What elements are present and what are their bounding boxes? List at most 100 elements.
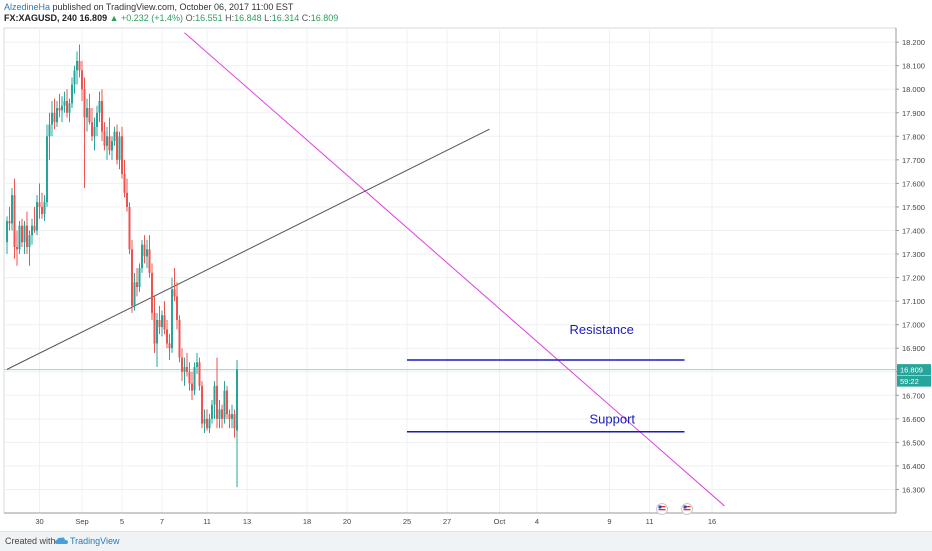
low-label: L: — [264, 13, 272, 23]
x-tick-label: 30 — [35, 517, 43, 526]
x-tick-label: 9 — [607, 517, 611, 526]
candle-body — [96, 112, 98, 127]
candle-body — [78, 60, 81, 71]
trend-lines[interactable] — [6, 32, 725, 507]
candle-body — [143, 244, 146, 257]
open-value: 16.551 — [195, 13, 223, 23]
candle-body — [41, 206, 43, 214]
candles — [6, 44, 238, 488]
y-tick-label: 16.900 — [902, 344, 925, 353]
candle-body — [36, 202, 38, 231]
chart-header: AlzedineHa published on TradingView.com,… — [4, 2, 338, 24]
close-value: 16.809 — [310, 13, 339, 23]
candle-body — [218, 409, 221, 419]
x-tick-label: 18 — [303, 517, 311, 526]
candle-body — [126, 192, 128, 207]
candle-body — [11, 195, 13, 224]
y-tick-label: 16.700 — [902, 391, 925, 400]
candle-body — [171, 289, 173, 349]
y-tick-label: 17.000 — [902, 321, 925, 330]
y-tick-label: 17.900 — [902, 109, 925, 118]
candle-body — [61, 105, 63, 111]
x-tick-label: 5 — [120, 517, 124, 526]
y-tick-label: 17.700 — [902, 156, 925, 165]
y-tick-label: 18.000 — [902, 85, 925, 94]
candle-body — [98, 100, 101, 113]
support-resistance-lines[interactable] — [407, 359, 685, 433]
candle-body — [23, 225, 26, 243]
y-tick-label: 16.600 — [902, 415, 925, 424]
y-tick-label: 17.500 — [902, 203, 925, 212]
candle-body — [173, 289, 176, 297]
published-text: published on TradingView.com, October 06… — [52, 2, 294, 12]
downtrend-line — [184, 32, 725, 507]
candle-body — [108, 136, 111, 151]
candle-body — [221, 409, 223, 419]
candle-body — [123, 173, 126, 193]
candle-body — [176, 296, 178, 320]
candle-body — [148, 249, 151, 273]
candle-body — [116, 131, 118, 160]
candle-body — [196, 362, 198, 368]
y-tick-label: 17.400 — [902, 226, 925, 235]
candle-body — [103, 131, 106, 146]
created-with-text: Created with — [5, 536, 56, 546]
x-tick-label: 27 — [443, 517, 451, 526]
candle-body — [73, 70, 76, 85]
y-tick-label: 16.400 — [902, 462, 925, 471]
x-tick-label: 11 — [646, 517, 654, 526]
countdown-badge — [897, 375, 931, 387]
high-label: H: — [225, 13, 235, 23]
y-tick-label: 17.800 — [902, 132, 925, 141]
event-flags[interactable] — [656, 503, 693, 515]
candle-body — [183, 367, 186, 372]
open-label: O: — [185, 13, 196, 23]
candle-body — [166, 329, 168, 344]
close-label: C: — [301, 13, 311, 23]
us-flag-icon[interactable] — [681, 503, 693, 515]
countdown-badge-label: 59:22 — [900, 377, 919, 386]
candle-body — [168, 343, 171, 349]
candle-body — [76, 60, 78, 71]
candle-body — [236, 369, 238, 431]
tradingview-cloud-icon — [55, 537, 68, 544]
annotation-label: Support — [590, 412, 636, 427]
author-link[interactable]: AlzedineHa — [4, 2, 51, 12]
footer: Created with TradingView — [0, 531, 932, 551]
price-axis[interactable]: 18.200 18.100 18.000 17.900 17.800 17.700 17.6… — [895, 28, 931, 513]
candle-body — [48, 124, 51, 137]
candle-body — [226, 390, 228, 415]
candle-body — [181, 357, 183, 372]
time-axis[interactable]: 30 Sep 5 7 11 13 18 20 25 27 Oct 4 9 11 16 — [4, 512, 896, 526]
price-chart[interactable]: Resistance Support 18.200 18.100 18.000 17.9… — [0, 0, 932, 531]
candle-body — [156, 319, 158, 344]
candle-body — [136, 282, 138, 287]
y-tick-label: 17.100 — [902, 297, 925, 306]
candle-body — [81, 70, 83, 90]
candle-body — [111, 141, 113, 151]
tradingview-brand[interactable]: TradingView — [70, 536, 120, 546]
candle-body — [21, 225, 23, 243]
last-price: 16.809 — [79, 13, 108, 23]
chart-grid — [3, 27, 897, 514]
candle-body — [216, 385, 218, 419]
candle-body — [163, 315, 166, 330]
candle-body — [198, 362, 201, 386]
us-flag-icon[interactable] — [656, 503, 668, 515]
candle-body — [46, 136, 48, 203]
y-tick-label: 17.600 — [902, 179, 925, 188]
candle-body — [121, 136, 123, 174]
candle-body — [118, 136, 121, 160]
candle-body — [6, 221, 8, 243]
candle-body — [153, 312, 156, 344]
candle-body — [178, 319, 181, 358]
candle-body — [113, 131, 116, 142]
x-tick-label: 4 — [535, 517, 539, 526]
y-tick-label: 17.300 — [902, 250, 925, 259]
candle-body — [88, 108, 91, 123]
low-value: 16.314 — [271, 13, 300, 23]
candle-body — [68, 103, 71, 113]
high-value: 16.848 — [234, 13, 262, 23]
candle-body — [203, 418, 206, 424]
candle-body — [133, 282, 136, 306]
